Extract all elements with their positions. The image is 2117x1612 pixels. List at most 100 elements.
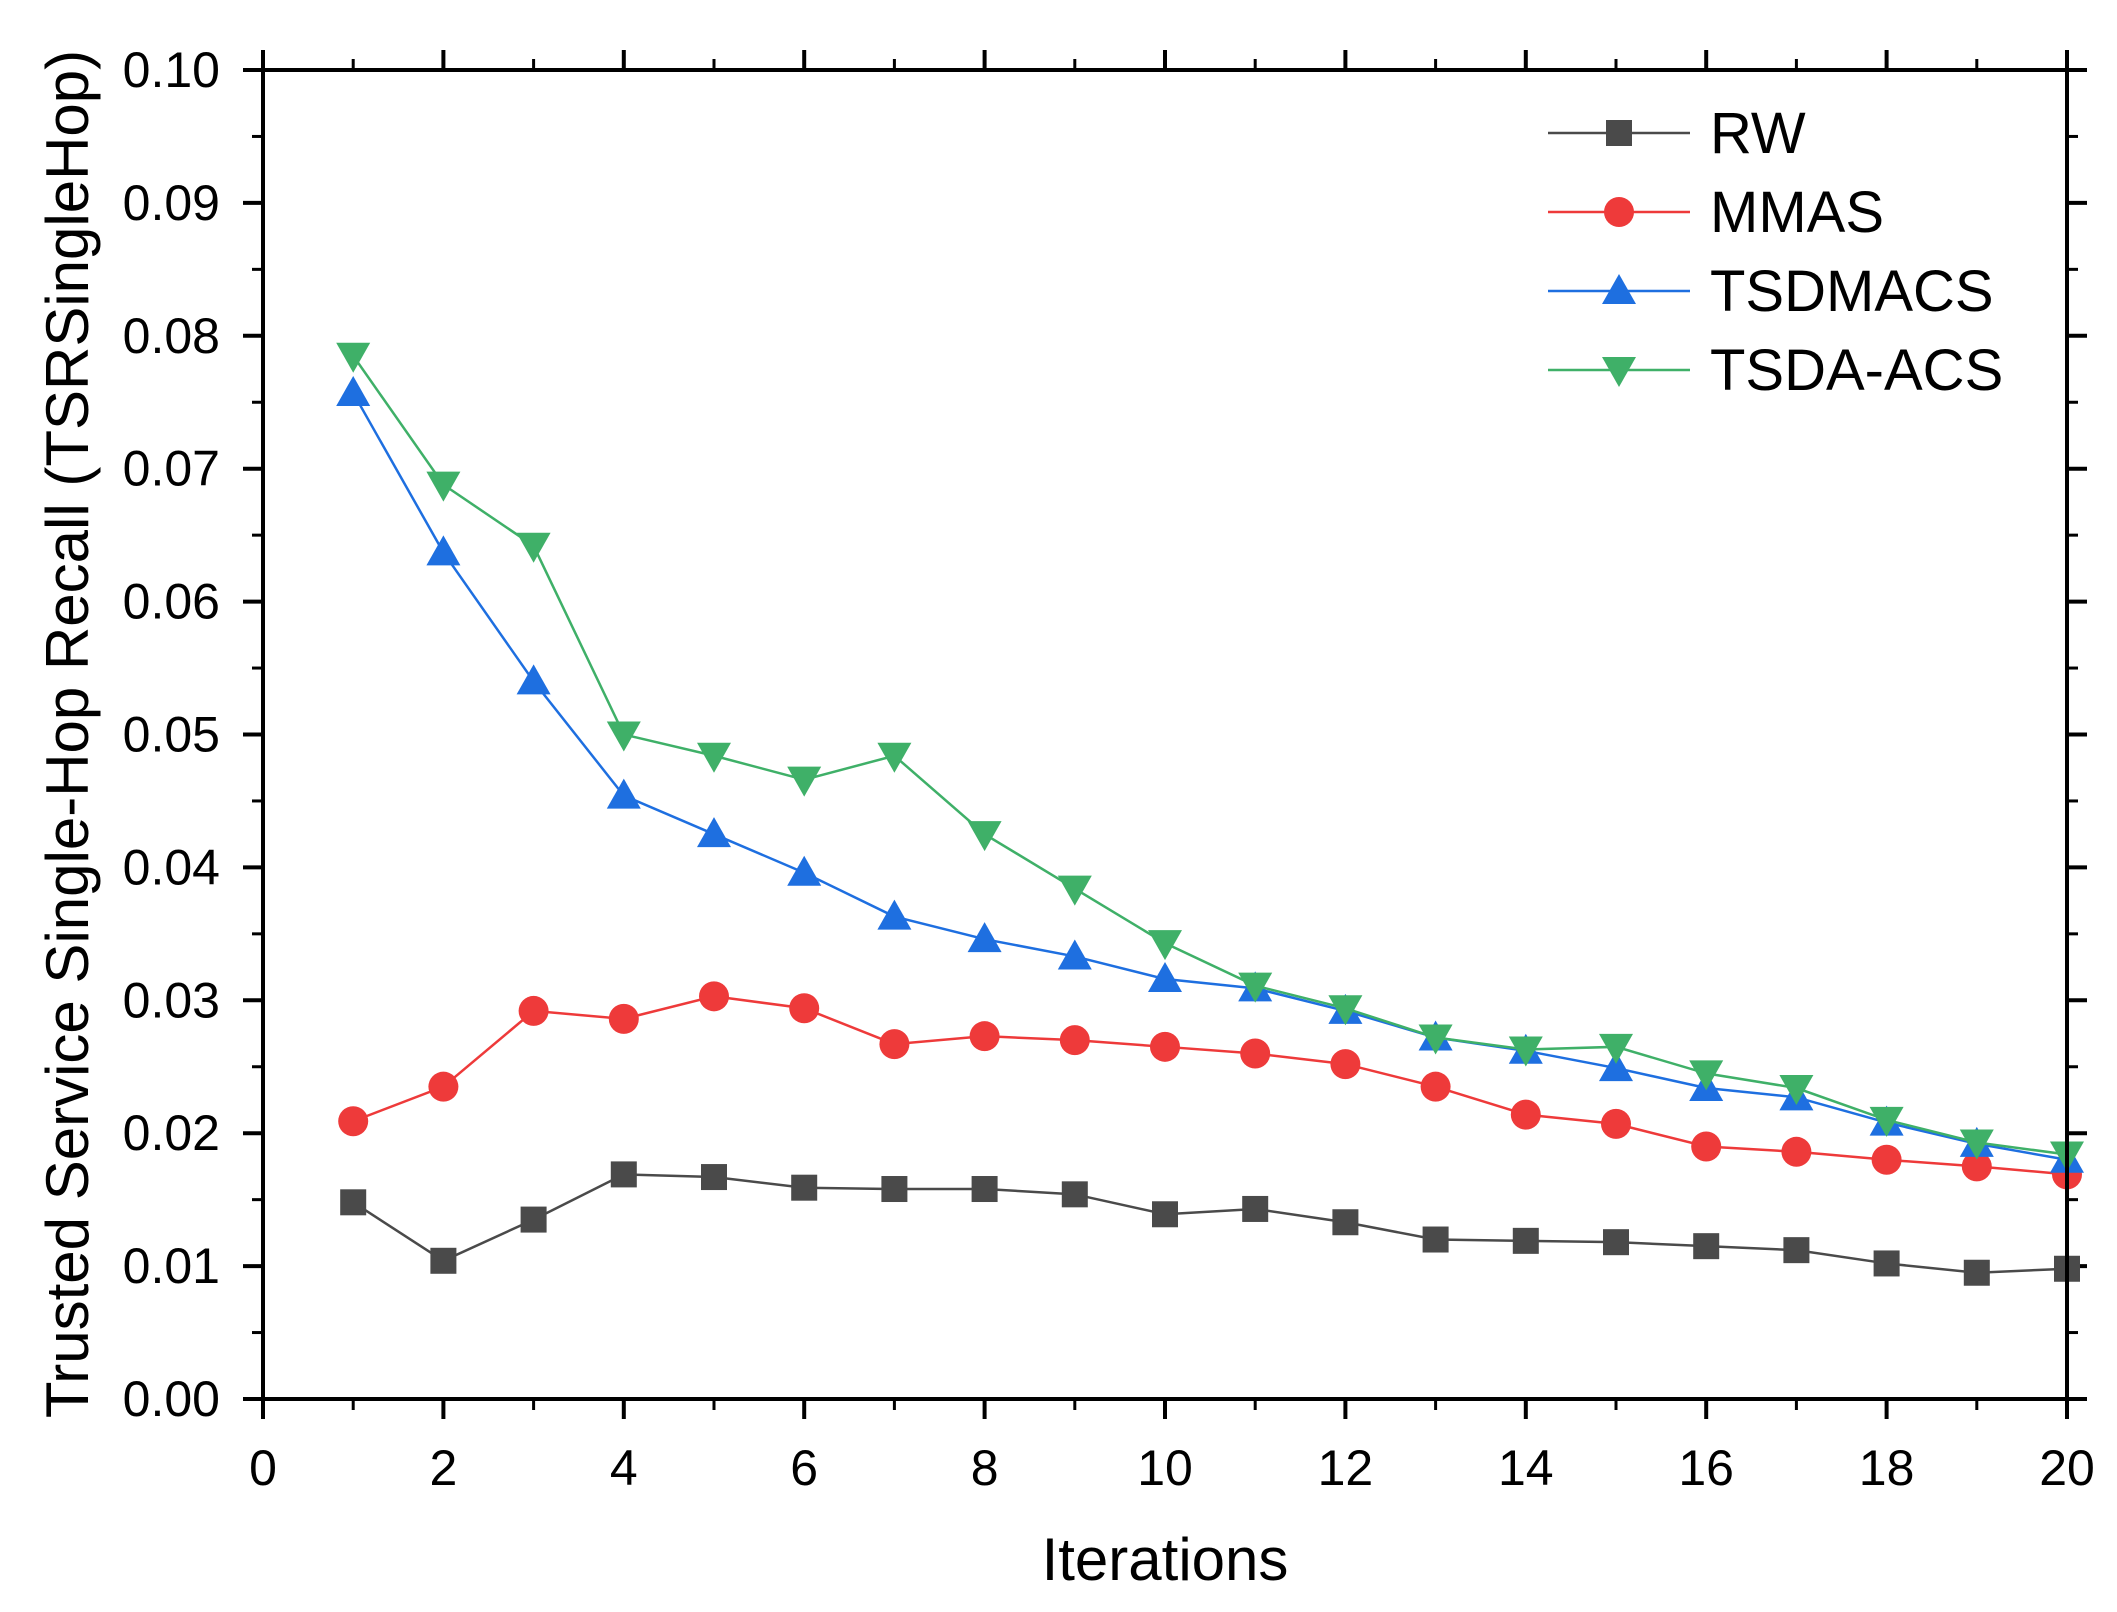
data-point-tsda-acs xyxy=(606,721,641,752)
data-point-tsdmacs xyxy=(967,922,1002,953)
legend-label-tsdmacs: TSDMACS xyxy=(1710,259,1994,324)
data-point-tsdmacs xyxy=(787,855,822,886)
data-point-tsdmacs xyxy=(1599,1051,1633,1082)
data-point-tsda-acs xyxy=(1418,1024,1453,1055)
data-point-rw xyxy=(1422,1226,1449,1253)
data-point-rw xyxy=(1512,1227,1539,1254)
data-point-rw xyxy=(1152,1201,1178,1228)
data-point-tsdmacs xyxy=(697,817,731,848)
data-point-tsdmacs xyxy=(606,778,641,809)
data-point-tsda-acs xyxy=(1057,875,1092,906)
legend-marker-tsda-acs xyxy=(1602,357,1636,387)
data-point-rw xyxy=(1873,1250,1900,1277)
data-point-mmas xyxy=(1601,1108,1631,1139)
x-tick-label: 16 xyxy=(1678,1440,1734,1496)
y-tick-label: 0.08 xyxy=(123,308,220,364)
series-line-mmas xyxy=(352,995,2068,1176)
data-point-rw xyxy=(610,1161,637,1188)
x-tick-label: 14 xyxy=(1498,1440,1554,1496)
data-point-tsdmacs xyxy=(516,664,551,695)
series-line-tsda-acs xyxy=(352,355,2068,1156)
data-point-tsdmacs xyxy=(877,899,912,930)
data-point-mmas xyxy=(1781,1136,1812,1167)
data-point-mmas xyxy=(428,1071,459,1102)
data-point-rw xyxy=(1242,1195,1269,1222)
x-tick-label: 12 xyxy=(1318,1440,1374,1496)
data-point-tsda-acs xyxy=(1869,1106,1904,1137)
data-point-rw xyxy=(1332,1209,1359,1236)
data-point-tsda-acs xyxy=(1238,972,1273,1003)
data-point-tsda-acs xyxy=(336,342,371,373)
data-point-rw xyxy=(791,1174,818,1201)
data-point-rw xyxy=(340,1189,367,1216)
y-tick-label: 0.09 xyxy=(123,175,220,231)
data-point-tsdmacs xyxy=(1148,962,1182,993)
data-point-tsda-acs xyxy=(426,471,461,502)
legend-marker-tsdmacs xyxy=(1602,274,1636,304)
data-point-rw xyxy=(971,1176,998,1203)
data-point-rw xyxy=(881,1176,908,1203)
series-line-rw xyxy=(352,1173,2068,1274)
y-tick-label: 0.06 xyxy=(123,574,220,630)
data-point-mmas xyxy=(699,981,729,1012)
data-point-tsdmacs xyxy=(1057,939,1092,970)
data-point-tsda-acs xyxy=(697,742,731,773)
data-point-mmas xyxy=(1510,1099,1541,1130)
plot-frame xyxy=(261,68,2069,1401)
legend-marker-rw xyxy=(1606,120,1632,146)
data-point-mmas xyxy=(1691,1131,1722,1162)
data-point-tsda-acs xyxy=(1508,1036,1543,1067)
data-point-tsdmacs xyxy=(426,535,461,566)
y-tick-label: 0.01 xyxy=(123,1238,220,1294)
legend-label-mmas: MMAS xyxy=(1710,180,1884,245)
x-axis-label: Iterations xyxy=(1042,1526,1289,1593)
legend-marker-mmas xyxy=(1604,197,1634,227)
data-point-mmas xyxy=(608,1003,639,1034)
x-tick-label: 2 xyxy=(429,1440,457,1496)
data-point-tsda-acs xyxy=(516,532,551,563)
y-axis-label: Trusted Service Single-Hop Recall (TSRSi… xyxy=(34,50,101,1418)
data-point-mmas xyxy=(969,1021,1000,1052)
x-tick-label: 20 xyxy=(2039,1440,2095,1496)
x-tick-label: 4 xyxy=(610,1440,638,1496)
data-point-tsda-acs xyxy=(1148,930,1182,961)
y-tick-label: 0.02 xyxy=(123,1105,220,1161)
legend-label-tsda-acs: TSDA-ACS xyxy=(1710,338,2003,403)
legend: RW MMAS TSDMACS TSDA-ACS xyxy=(1548,101,2003,403)
data-point-rw xyxy=(1963,1259,1990,1286)
y-tick-label: 0.05 xyxy=(123,707,220,763)
data-point-mmas xyxy=(1059,1025,1090,1056)
data-point-rw xyxy=(1061,1181,1088,1208)
x-tick-label: 8 xyxy=(971,1440,999,1496)
y-tick-label: 0.10 xyxy=(123,42,220,98)
data-point-mmas xyxy=(1330,1049,1361,1080)
data-point-mmas xyxy=(1150,1031,1180,1062)
data-point-tsda-acs xyxy=(1328,995,1363,1026)
data-point-mmas xyxy=(1420,1071,1451,1102)
data-point-mmas xyxy=(879,1029,910,1060)
data-point-tsda-acs xyxy=(1779,1075,1814,1106)
x-tick-label: 18 xyxy=(1859,1440,1915,1496)
data-point-mmas xyxy=(1240,1038,1271,1069)
data-point-mmas xyxy=(789,993,820,1024)
data-point-rw xyxy=(1693,1233,1720,1260)
data-point-tsda-acs xyxy=(787,766,822,797)
legend-label-rw: RW xyxy=(1710,101,1806,166)
data-point-rw xyxy=(1603,1229,1629,1256)
data-point-mmas xyxy=(338,1106,369,1137)
x-tick-label: 0 xyxy=(249,1440,277,1496)
data-point-tsda-acs xyxy=(967,821,1002,852)
series-line-tsdmacs xyxy=(352,392,2068,1162)
y-tick-label: 0.04 xyxy=(123,839,220,895)
data-point-rw xyxy=(1783,1237,1810,1264)
y-tick-label: 0.07 xyxy=(123,441,220,497)
data-point-rw xyxy=(520,1206,547,1233)
data-point-mmas xyxy=(1961,1151,1992,1182)
data-point-rw xyxy=(430,1247,457,1274)
y-tick-label: 0.03 xyxy=(123,972,220,1028)
data-point-tsdmacs xyxy=(336,375,371,406)
data-point-mmas xyxy=(1871,1144,1902,1175)
data-point-tsda-acs xyxy=(877,742,912,773)
